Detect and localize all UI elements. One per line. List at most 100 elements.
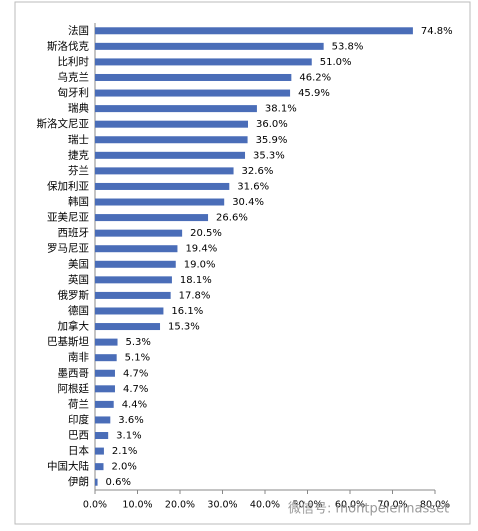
category-label: 巴基斯坦	[47, 335, 89, 348]
bar	[95, 447, 104, 455]
bar	[95, 276, 172, 284]
category-label: 比利时	[58, 55, 90, 68]
bar	[95, 198, 225, 206]
value-label: 35.9%	[256, 135, 288, 146]
category-label: 罗马尼亚	[47, 243, 89, 255]
category-label: 瑞士	[68, 133, 89, 146]
value-label: 16.1%	[171, 306, 203, 317]
category-label: 巴西	[68, 430, 89, 442]
bar	[95, 432, 109, 440]
value-label: 31.6%	[237, 181, 269, 192]
value-label: 2.1%	[112, 446, 137, 457]
bar	[95, 214, 209, 222]
bar	[95, 463, 104, 471]
bar	[95, 369, 115, 377]
value-label: 53.8%	[332, 41, 364, 52]
chart-frame	[14, 1, 471, 525]
bar	[95, 385, 115, 393]
value-label: 46.2%	[299, 72, 331, 83]
category-label: 乌克兰	[58, 70, 90, 83]
category-label: 捷克	[68, 148, 89, 161]
value-label: 19.4%	[185, 244, 217, 255]
value-label: 3.1%	[116, 431, 141, 442]
value-label: 30.4%	[232, 197, 264, 208]
category-label: 伊朗	[68, 476, 89, 488]
x-tick-label: 70.0%	[377, 500, 407, 511]
bar	[95, 229, 183, 237]
value-label: 5.3%	[126, 337, 151, 348]
value-label: 4.7%	[123, 384, 148, 395]
category-label: 保加利亚	[47, 179, 89, 192]
value-label: 26.6%	[216, 213, 248, 224]
bar	[95, 323, 161, 331]
bar	[95, 42, 324, 50]
value-label: 38.1%	[265, 104, 297, 115]
value-label: 2.0%	[112, 462, 137, 473]
category-label: 芬兰	[68, 164, 89, 177]
value-label: 15.3%	[168, 322, 200, 333]
value-label: 17.8%	[179, 290, 211, 301]
x-tick-label: 10.0%	[122, 500, 152, 511]
bar	[95, 291, 171, 299]
category-label: 加拿大	[58, 320, 90, 333]
category-label: 英国	[68, 273, 89, 286]
category-label: 日本	[68, 444, 89, 457]
category-label: 美国	[68, 257, 89, 270]
bar	[95, 151, 246, 159]
category-label: 德国	[68, 304, 89, 317]
value-label: 4.7%	[123, 368, 148, 379]
bar	[95, 182, 230, 190]
x-tick-label: 50.0%	[292, 500, 322, 511]
bar	[95, 260, 176, 268]
bar	[95, 245, 178, 253]
category-label: 亚美尼亚	[47, 211, 89, 224]
value-label: 51.0%	[320, 57, 352, 68]
bar	[95, 307, 164, 315]
bar	[95, 120, 248, 128]
bar	[95, 73, 292, 81]
x-tick-label: 20.0%	[165, 500, 195, 511]
bar	[95, 400, 114, 408]
x-tick-label: 60.0%	[335, 500, 365, 511]
category-label: 斯洛文尼亚	[37, 117, 90, 130]
bar	[95, 136, 248, 144]
watermark: 微信号: montpelerinasset	[288, 502, 449, 517]
category-label: 阿根廷	[58, 382, 90, 395]
value-label: 74.8%	[421, 26, 453, 37]
bar	[95, 58, 312, 66]
bar	[95, 89, 291, 97]
bar	[95, 416, 111, 424]
category-label: 匈牙利	[58, 86, 90, 99]
category-label: 法国	[68, 24, 89, 37]
category-label: 荷兰	[68, 397, 89, 410]
value-label: 3.6%	[118, 415, 143, 426]
value-label: 19.0%	[184, 259, 216, 270]
value-label: 36.0%	[256, 119, 288, 130]
category-label: 印度	[68, 413, 89, 426]
value-label: 45.9%	[298, 88, 330, 99]
bar	[95, 105, 257, 113]
bar	[95, 27, 413, 35]
category-label: 韩国	[68, 195, 89, 208]
category-label: 中国大陆	[47, 460, 89, 473]
value-label: 18.1%	[180, 275, 212, 286]
bar	[95, 478, 98, 486]
value-label: 5.1%	[125, 353, 150, 364]
category-label: 俄罗斯	[58, 288, 90, 301]
value-label: 0.6%	[106, 477, 131, 488]
value-label: 32.6%	[242, 166, 274, 177]
value-label: 20.5%	[190, 228, 222, 239]
category-label: 斯洛伐克	[47, 39, 89, 52]
category-label: 西班牙	[58, 227, 90, 239]
value-label: 35.3%	[253, 150, 285, 161]
category-label: 瑞典	[68, 102, 89, 115]
bar	[95, 338, 118, 346]
x-tick-label: 30.0%	[207, 500, 237, 511]
bar	[95, 354, 117, 362]
x-tick-label: 0.0%	[83, 500, 107, 511]
x-tick-label: 80.0%	[420, 500, 450, 511]
category-label: 南非	[68, 351, 89, 364]
x-tick-label: 40.0%	[250, 500, 280, 511]
value-label: 4.4%	[122, 399, 147, 410]
